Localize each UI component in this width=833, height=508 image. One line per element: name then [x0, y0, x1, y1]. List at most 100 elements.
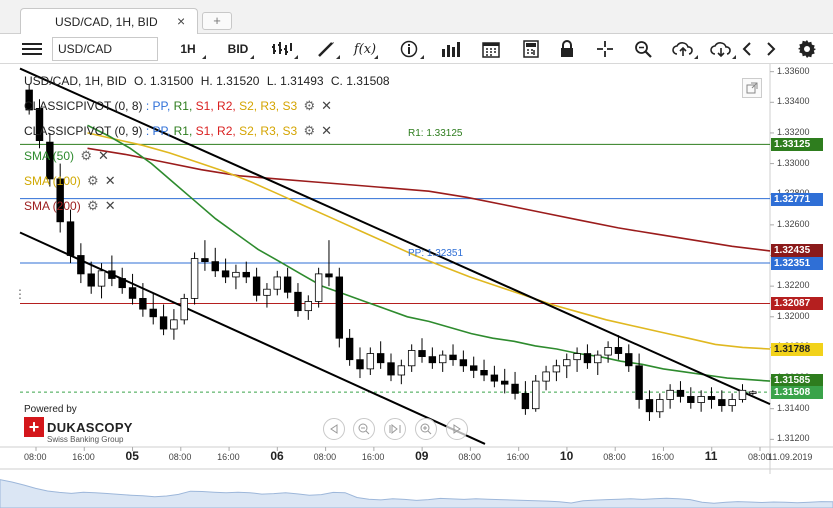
- price-tag: 1.31508: [771, 386, 823, 400]
- candle-body: [687, 396, 695, 403]
- zoom-in-icon[interactable]: [415, 418, 437, 440]
- candle-body: [118, 278, 126, 289]
- candle-body: [325, 273, 333, 278]
- candle-body: [314, 273, 323, 302]
- gear-icon[interactable]: ⚙: [87, 198, 99, 213]
- candle-body: [159, 316, 168, 330]
- candle-body: [635, 365, 643, 400]
- close-icon[interactable]: ✕: [98, 148, 109, 163]
- tab-bar: USD/CAD, 1H, BID × +: [0, 0, 833, 34]
- gear-icon[interactable]: ⚙: [87, 173, 99, 188]
- pivot-overlay-1[interactable]: CLASSICPIVOT (0, 8) : PP, R1, S1, R2, S2…: [24, 98, 332, 114]
- gear-icon[interactable]: [794, 37, 820, 61]
- draw-line-icon[interactable]: [310, 37, 342, 61]
- crosshair-icon[interactable]: [592, 37, 618, 61]
- zoom-out-icon[interactable]: [353, 418, 375, 440]
- candle-body: [583, 353, 592, 364]
- sma50-line: [87, 124, 771, 382]
- sma200-name: SMA (200): [24, 199, 81, 213]
- close-icon[interactable]: ✕: [321, 123, 333, 138]
- candle-body: [56, 178, 64, 223]
- price-tag: 1.32087: [771, 297, 823, 311]
- price-tag: 1.32351: [771, 257, 823, 270]
- close-icon[interactable]: ✕: [104, 173, 116, 188]
- sma50-overlay[interactable]: SMA (50) ⚙ ✕: [24, 148, 109, 164]
- candle-body: [459, 359, 468, 367]
- x-tick-label: 16:00: [506, 452, 530, 462]
- drag-handle[interactable]: ⋮: [14, 287, 26, 301]
- brand-name: DUKASCOPY: [47, 419, 133, 435]
- chevron-left-icon[interactable]: [738, 37, 756, 61]
- scroll-start-icon[interactable]: [323, 418, 345, 440]
- candle-body: [604, 347, 612, 356]
- y-tick-label: 1.31200: [777, 433, 810, 444]
- popout-icon[interactable]: [742, 78, 762, 98]
- candle-body: [263, 288, 271, 296]
- candle-body: [480, 369, 488, 376]
- scroll-end-icon[interactable]: [446, 418, 468, 440]
- chart-tab-label: USD/CAD, 1H, BID: [55, 15, 158, 29]
- candle-body: [469, 365, 478, 371]
- close-tab-icon[interactable]: ×: [177, 13, 186, 29]
- sma200-overlay[interactable]: SMA (200) ⚙ ✕: [24, 198, 116, 214]
- sma100-name: SMA (100): [24, 174, 81, 188]
- r1-annotation: R1: 1.33125: [408, 128, 463, 139]
- pivot-1-r2: R2,: [217, 99, 236, 113]
- chart-area[interactable]: ⋮ USD/CAD, 1H, BID O. 1.31500 H. 1.31520…: [0, 64, 833, 508]
- candle-body: [108, 270, 116, 279]
- menu-icon[interactable]: [18, 37, 46, 61]
- indicator-fx-icon[interactable]: f(x): [350, 37, 380, 61]
- info-icon[interactable]: [392, 37, 426, 61]
- sma100-overlay[interactable]: SMA (100) ⚙ ✕: [24, 173, 116, 189]
- cloud-upload-icon[interactable]: [666, 37, 700, 61]
- candle-body: [718, 399, 726, 407]
- sma100-line: [87, 132, 771, 350]
- calculator-icon[interactable]: [516, 37, 546, 61]
- ohlc-header: USD/CAD, 1H, BID O. 1.31500 H. 1.31520 L…: [24, 74, 394, 88]
- close-icon[interactable]: ✕: [321, 98, 333, 113]
- candle-body: [552, 365, 561, 373]
- candle-body: [180, 297, 188, 321]
- gear-icon[interactable]: ⚙: [303, 98, 316, 113]
- price-tag: 1.32771: [771, 192, 823, 206]
- x-tick-label: 16:00: [651, 452, 674, 462]
- y-tick-label: 1.33000: [777, 157, 810, 168]
- gear-icon[interactable]: ⚙: [303, 123, 316, 138]
- bar-style-icon[interactable]: [264, 37, 300, 61]
- chevron-right-icon[interactable]: [762, 37, 780, 61]
- add-tab-button[interactable]: +: [202, 12, 232, 30]
- period-select[interactable]: 1H: [168, 37, 208, 61]
- candle-body: [614, 347, 623, 354]
- x-tick-label: 08:00: [748, 452, 771, 462]
- side-select[interactable]: BID: [220, 37, 256, 61]
- price-tag: 1.33125: [771, 138, 823, 152]
- pivot-1-pp: : PP,: [145, 99, 171, 113]
- candle-body: [490, 374, 499, 382]
- pivot-1-r3: R3,: [260, 99, 280, 113]
- lock-icon[interactable]: [554, 37, 580, 61]
- cloud-download-icon[interactable]: [704, 37, 738, 61]
- gear-icon[interactable]: ⚙: [80, 148, 93, 163]
- y-tick-label: 1.33200: [777, 126, 810, 137]
- instrument-select[interactable]: USD/CAD: [52, 37, 158, 61]
- candle-body: [707, 396, 716, 400]
- candle-body: [676, 389, 685, 397]
- symbol-label: USD/CAD, 1H, BID: [24, 74, 127, 88]
- candle-body: [387, 362, 395, 376]
- calendar-icon[interactable]: [476, 37, 506, 61]
- pivot-2-r1: R1,: [173, 124, 193, 138]
- candle-body: [273, 276, 281, 290]
- x-tick-label: 16:00: [217, 452, 240, 462]
- candle-body: [35, 108, 44, 142]
- candle-body: [501, 380, 509, 385]
- reset-view-icon[interactable]: [384, 418, 406, 440]
- pivot-overlay-2[interactable]: CLASSICPIVOT (0, 9) : PP, R1, S1, R2, S2…: [24, 123, 332, 139]
- candle-body: [645, 399, 654, 413]
- candle-body: [438, 354, 447, 364]
- chart-tab[interactable]: USD/CAD, 1H, BID ×: [20, 8, 198, 34]
- candle-body: [521, 392, 530, 410]
- price-chart[interactable]: [0, 64, 833, 508]
- zoom-icon[interactable]: [628, 37, 658, 61]
- close-icon[interactable]: ✕: [104, 198, 116, 213]
- volume-icon[interactable]: [436, 37, 466, 61]
